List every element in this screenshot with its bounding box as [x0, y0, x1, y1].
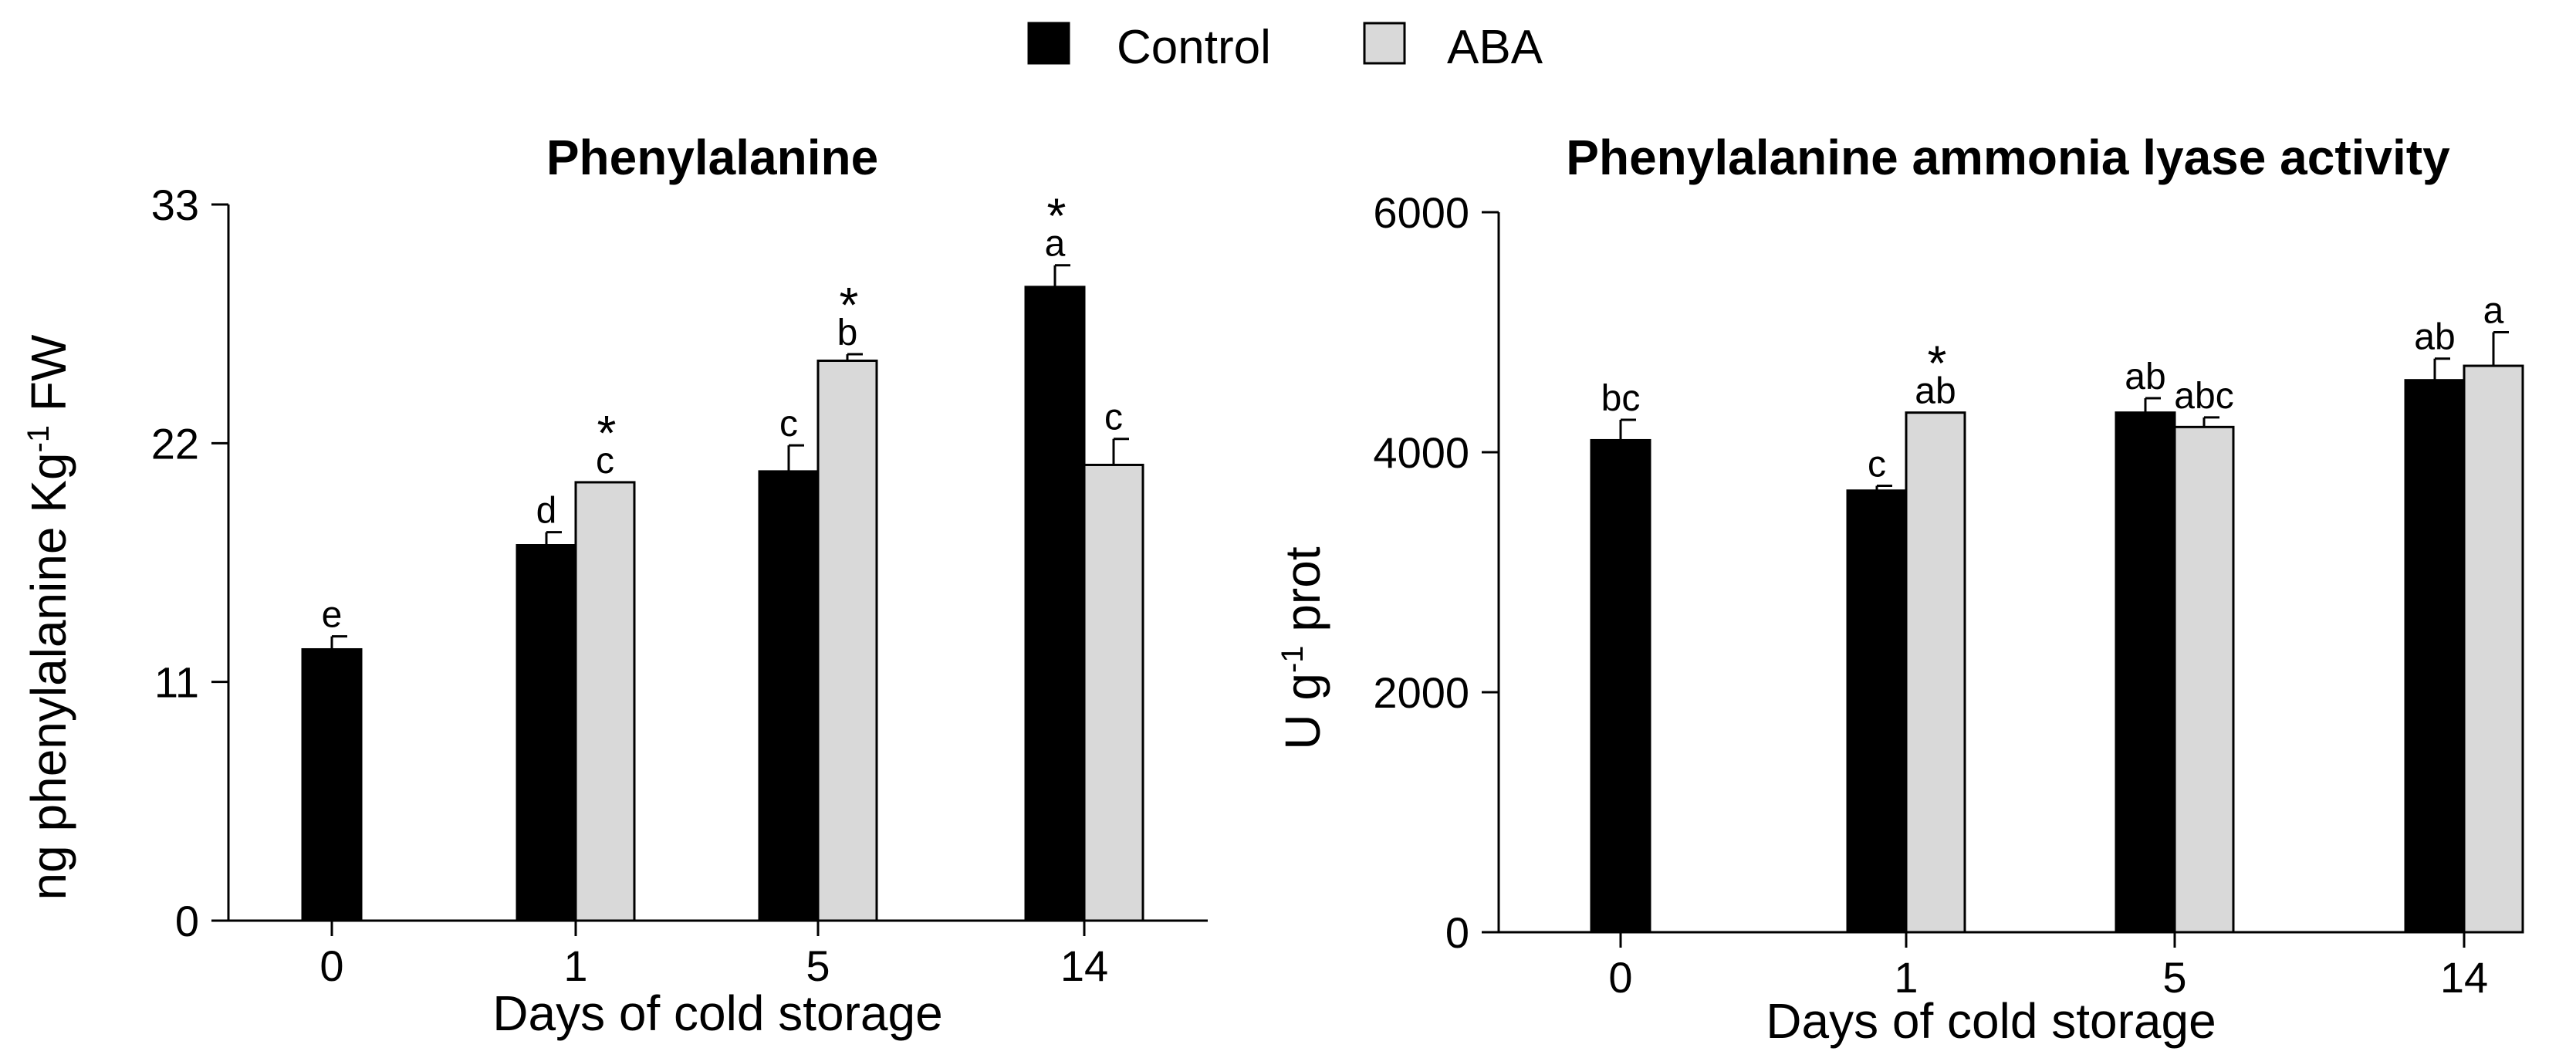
bar-aba	[574, 481, 636, 922]
bar-control	[1590, 438, 1651, 934]
bar-aba	[1083, 463, 1144, 922]
chart-title: Phenylalanine	[546, 130, 878, 185]
y-axis-label-main: ng phenylalanine Kg	[21, 452, 76, 900]
legend-swatch-control	[1027, 22, 1070, 65]
chart-title: Phenylalanine ammonia lyase activity	[1566, 130, 2450, 185]
legend-label-control: Control	[1117, 21, 1271, 74]
significance-star: *	[1928, 336, 1947, 391]
bar-control	[1024, 286, 1086, 922]
x-tick-label: 0	[1608, 953, 1632, 1002]
y-axis-label: U g-1 prot	[1275, 546, 1330, 749]
legend-label-aba: ABA	[1447, 21, 1543, 74]
phenylalanine-chart: Phenylalanine Days of cold storage ng ph…	[21, 130, 1208, 1041]
y-axis-label-tail: prot	[1275, 546, 1330, 645]
x-tick-label: 14	[2440, 953, 2488, 1002]
y-axis-label-tail: FW	[21, 334, 76, 425]
y-tick-label: 2000	[1373, 668, 1469, 717]
bar-aba	[816, 359, 878, 922]
x-tick-label: 5	[806, 941, 830, 990]
significance-letter: e	[322, 595, 343, 636]
x-axis-label: Days of cold storage	[492, 985, 942, 1041]
bar-control	[301, 647, 363, 922]
x-axis-label: Days of cold storage	[1766, 993, 2216, 1049]
significance-letter: b	[837, 313, 858, 353]
significance-letter: c	[1104, 397, 1123, 438]
x-tick-label: 1	[563, 941, 587, 990]
significance-letter: a	[1045, 224, 1066, 265]
significance-letter: ab	[2125, 357, 2165, 397]
y-axis-label-sup: -1	[22, 425, 56, 453]
significance-star: *	[597, 405, 617, 461]
x-tick-label: 5	[2162, 953, 2186, 1002]
legend: Control ABA	[1027, 21, 1543, 74]
bar-control	[516, 544, 577, 922]
bar-aba	[2463, 364, 2524, 934]
x-tick-label: 14	[1060, 941, 1108, 990]
pal-activity-chart: Phenylalanine ammonia lyase activity Day…	[1275, 130, 2524, 1049]
y-tick-label: 0	[175, 897, 199, 945]
x-tick-label: 1	[1894, 953, 1918, 1002]
y-tick-label: 33	[151, 181, 199, 229]
significance-letter: c	[596, 441, 614, 482]
significance-letter: bc	[1601, 378, 1641, 419]
significance-letter: ab	[2414, 317, 2455, 358]
bar-control	[2115, 411, 2176, 934]
y-tick-label: 0	[1445, 908, 1469, 957]
significance-letter: abc	[2174, 376, 2233, 417]
bar-control	[758, 470, 820, 922]
y-axis-label-sup: -1	[1276, 645, 1310, 673]
y-axis-label-main: U g	[1275, 673, 1330, 750]
y-tick-label: 11	[154, 658, 199, 707]
legend-swatch-aba	[1363, 22, 1406, 65]
bar-aba	[1905, 411, 1966, 934]
y-axis-label: ng phenylalanine Kg-1 FW	[21, 334, 76, 900]
significance-star: *	[1047, 188, 1067, 244]
significance-letter: c	[1868, 444, 1886, 485]
significance-letter: d	[536, 491, 557, 532]
significance-letter: ab	[1915, 371, 1956, 412]
significance-letter: c	[779, 404, 798, 444]
y-tick-label: 22	[151, 419, 199, 468]
bar-aba	[2173, 425, 2235, 934]
y-tick-label: 4000	[1373, 428, 1469, 477]
significance-letter: a	[2483, 291, 2504, 332]
bar-control	[2404, 379, 2466, 934]
y-tick-label: 6000	[1373, 188, 1469, 237]
bar-control	[1846, 489, 1908, 934]
x-tick-label: 0	[319, 941, 343, 990]
significance-star: *	[840, 277, 859, 333]
